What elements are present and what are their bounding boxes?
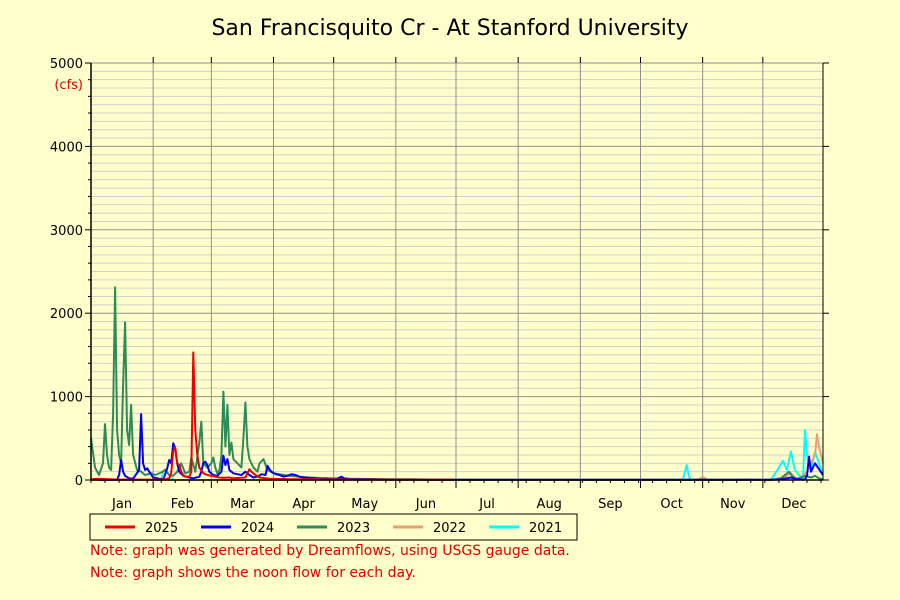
- legend-label-2021: 2021: [529, 521, 562, 536]
- legend-label-2022: 2022: [433, 521, 466, 536]
- legend-label-2024: 2024: [241, 521, 274, 536]
- series-line-2023: [90, 286, 824, 481]
- x-tick-label-mar: Mar: [230, 497, 255, 512]
- x-tick-label-sep: Sep: [598, 497, 623, 512]
- y-tick-label: 4000: [50, 140, 83, 155]
- grid: [91, 62, 823, 481]
- x-tick-label-feb: Feb: [171, 497, 194, 512]
- x-tick-label-oct: Oct: [660, 497, 682, 512]
- axes: 0 1000 2000 3000 4000 5000 (cfs) Jan Feb Mar Apr Ma…: [50, 57, 829, 512]
- note-source: Note: graph was generated by Dreamflows,…: [90, 543, 570, 559]
- x-tick-label-jul: Jul: [478, 497, 495, 512]
- x-tick-label-apr: Apr: [292, 497, 315, 512]
- note-noon-flow: Note: graph shows the noon flow for each…: [90, 565, 416, 581]
- y-tick-label: 5000: [50, 57, 83, 72]
- legend-label-2023: 2023: [337, 521, 370, 536]
- x-tick-label-dec: Dec: [781, 497, 806, 512]
- chart-title: San Francisquito Cr - At Stanford Univer…: [211, 16, 688, 41]
- y-tick-label: 1000: [50, 391, 83, 406]
- x-tick-label-nov: Nov: [720, 497, 746, 512]
- y-tick-label: 2000: [50, 307, 83, 322]
- x-tick-label-may: May: [351, 497, 378, 512]
- y-tick-label: 0: [75, 474, 83, 489]
- legend-box: [89, 513, 578, 541]
- x-tick-label-jun: Jun: [415, 497, 436, 512]
- y-axis-unit-label: (cfs): [54, 78, 83, 93]
- x-tick-label-jan: Jan: [111, 497, 132, 512]
- y-tick-label: 3000: [50, 224, 83, 239]
- series-lines: [90, 286, 824, 481]
- legend-label-2025: 2025: [145, 521, 178, 536]
- legend: 2025 2024 2023 2022 2021: [89, 513, 578, 541]
- x-tick-label-aug: Aug: [537, 497, 562, 512]
